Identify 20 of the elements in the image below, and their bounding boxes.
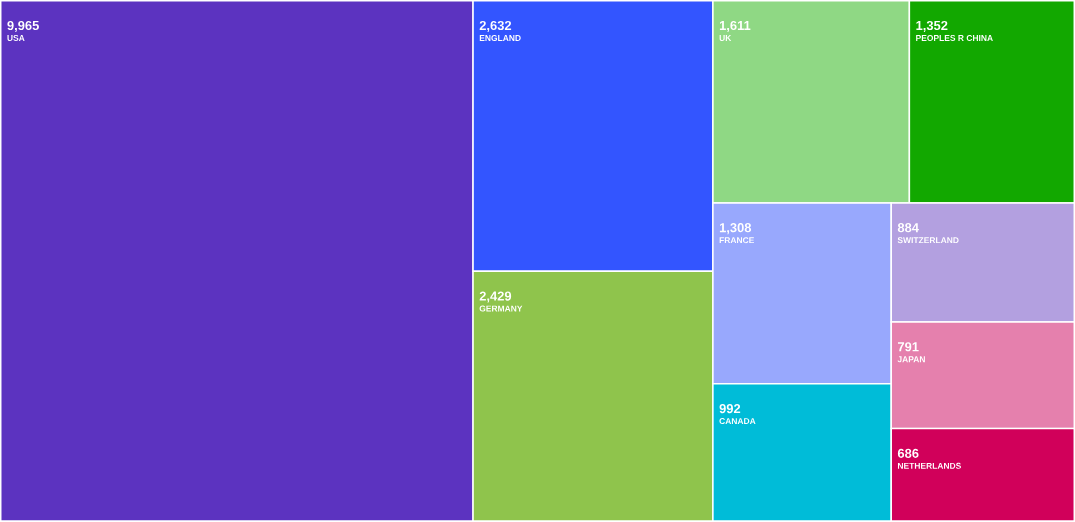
data-label: 1,308 — [719, 223, 752, 235]
category-label: ENGLAND — [479, 35, 521, 42]
data-label: 2,429 — [479, 291, 512, 303]
category-label: JAPAN — [897, 356, 925, 363]
data-label: 1,611 — [719, 21, 751, 33]
data-label: 884 — [897, 223, 919, 233]
data-label: 9,965 — [7, 21, 39, 33]
data-label: 791 — [897, 342, 919, 352]
category-label: NETHERLANDS — [897, 462, 961, 469]
category-label: PEOPLES R CHINA — [916, 35, 993, 42]
data-label: 1,352 — [916, 21, 948, 33]
data-label: 992 — [719, 404, 741, 414]
category-label: FRANCE — [719, 237, 754, 244]
category-label: CANADA — [719, 418, 756, 425]
data-label: 686 — [897, 448, 919, 459]
category-label: GERMANY — [479, 305, 523, 312]
category-label: USA — [7, 35, 25, 42]
category-label: UK — [719, 35, 732, 42]
category-label: SWITZERLAND — [897, 237, 959, 244]
data-label: 2,632 — [479, 21, 512, 33]
